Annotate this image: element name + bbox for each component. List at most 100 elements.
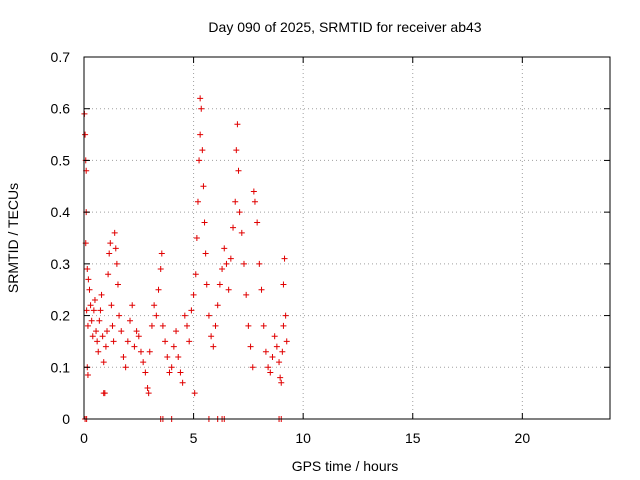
data-point (109, 322, 116, 329)
data-point (159, 322, 166, 329)
data-point (188, 307, 195, 314)
data-point (179, 379, 186, 386)
x-tick-label: 0 (80, 430, 88, 446)
data-point (82, 131, 89, 138)
x-tick-label: 20 (515, 430, 531, 446)
data-point (100, 359, 107, 366)
data-point (247, 343, 254, 350)
data-point (135, 333, 142, 340)
data-point (157, 266, 164, 273)
data-point (90, 307, 97, 314)
data-point (280, 281, 287, 288)
data-point (262, 348, 269, 355)
data-point (84, 266, 91, 273)
data-point (88, 317, 95, 324)
data-point (243, 291, 250, 298)
tick-labels: 0 0.1 0.2 0.3 0.4 0.5 0.6 0.7 0 5 10 15 20 (51, 49, 531, 446)
chart-title: Day 090 of 2025, SRMTID for receiver ab4… (208, 19, 481, 35)
y-tick-label: 0.4 (51, 204, 71, 220)
data-point (127, 317, 134, 324)
y-axis-label: SRMTID / TECUs (5, 183, 21, 293)
data-point (107, 240, 114, 247)
data-point (181, 312, 188, 319)
data-point (193, 235, 200, 241)
data-point (191, 390, 198, 397)
data-point (208, 333, 215, 340)
data-point (245, 322, 252, 329)
data-point (177, 369, 184, 376)
data-point (108, 302, 115, 309)
data-point (230, 224, 237, 231)
data-point (162, 338, 169, 345)
data-point (166, 369, 173, 376)
data-point (202, 250, 209, 257)
data-point (87, 302, 94, 309)
data-point (236, 209, 243, 216)
y-tick-label: 0.6 (51, 101, 71, 117)
data-point (254, 219, 261, 226)
y-tick-label: 0.2 (51, 308, 71, 324)
data-point (273, 343, 280, 350)
data-point (102, 343, 109, 350)
axis-ticks (83, 56, 610, 420)
data-point (94, 338, 101, 345)
x-tick-label: 15 (405, 430, 421, 446)
grid-lines (84, 57, 610, 419)
data-point (106, 250, 113, 257)
data-point (198, 105, 205, 112)
data-point (153, 312, 160, 319)
data-point (120, 353, 127, 360)
data-point (282, 312, 289, 319)
data-point (232, 198, 239, 205)
data-point (216, 281, 223, 288)
data-point (142, 369, 149, 376)
data-point (234, 121, 241, 128)
data-point (170, 343, 177, 350)
y-tick-label: 0.1 (51, 359, 71, 375)
data-point (131, 343, 138, 350)
data-point (235, 167, 242, 174)
data-point (118, 328, 125, 335)
data-point (112, 245, 119, 252)
data-point (197, 95, 204, 102)
data-point (101, 390, 108, 397)
data-point (192, 271, 199, 278)
data-point (98, 291, 105, 298)
y-tick-label: 0.7 (51, 49, 71, 65)
data-point (212, 322, 219, 329)
data-point (233, 147, 240, 154)
data-point (225, 286, 232, 293)
data-point (184, 322, 191, 329)
data-point (277, 374, 284, 381)
data-point (140, 359, 147, 366)
data-point (196, 157, 203, 164)
data-point (168, 364, 175, 371)
y-tick-label: 0.5 (51, 152, 71, 168)
data-point (84, 372, 91, 379)
data-point (281, 255, 288, 262)
data-point (265, 364, 272, 371)
data-point (260, 322, 267, 329)
data-points (81, 95, 290, 422)
x-tick-label: 10 (295, 430, 311, 446)
data-point (145, 390, 152, 397)
data-point (158, 250, 165, 257)
data-point (197, 131, 204, 138)
data-point (124, 338, 131, 345)
data-point (201, 219, 208, 226)
data-point (271, 333, 278, 340)
data-point (86, 286, 93, 293)
data-point (164, 353, 171, 360)
data-point (276, 359, 283, 366)
data-point (205, 312, 212, 319)
data-point (210, 343, 217, 350)
data-point (249, 364, 256, 371)
data-point (122, 364, 129, 371)
data-point (111, 229, 118, 236)
data-point (146, 348, 153, 355)
data-point (116, 312, 123, 319)
data-point (283, 338, 290, 345)
data-point (240, 260, 247, 267)
data-point (194, 198, 201, 205)
data-point (269, 353, 276, 360)
